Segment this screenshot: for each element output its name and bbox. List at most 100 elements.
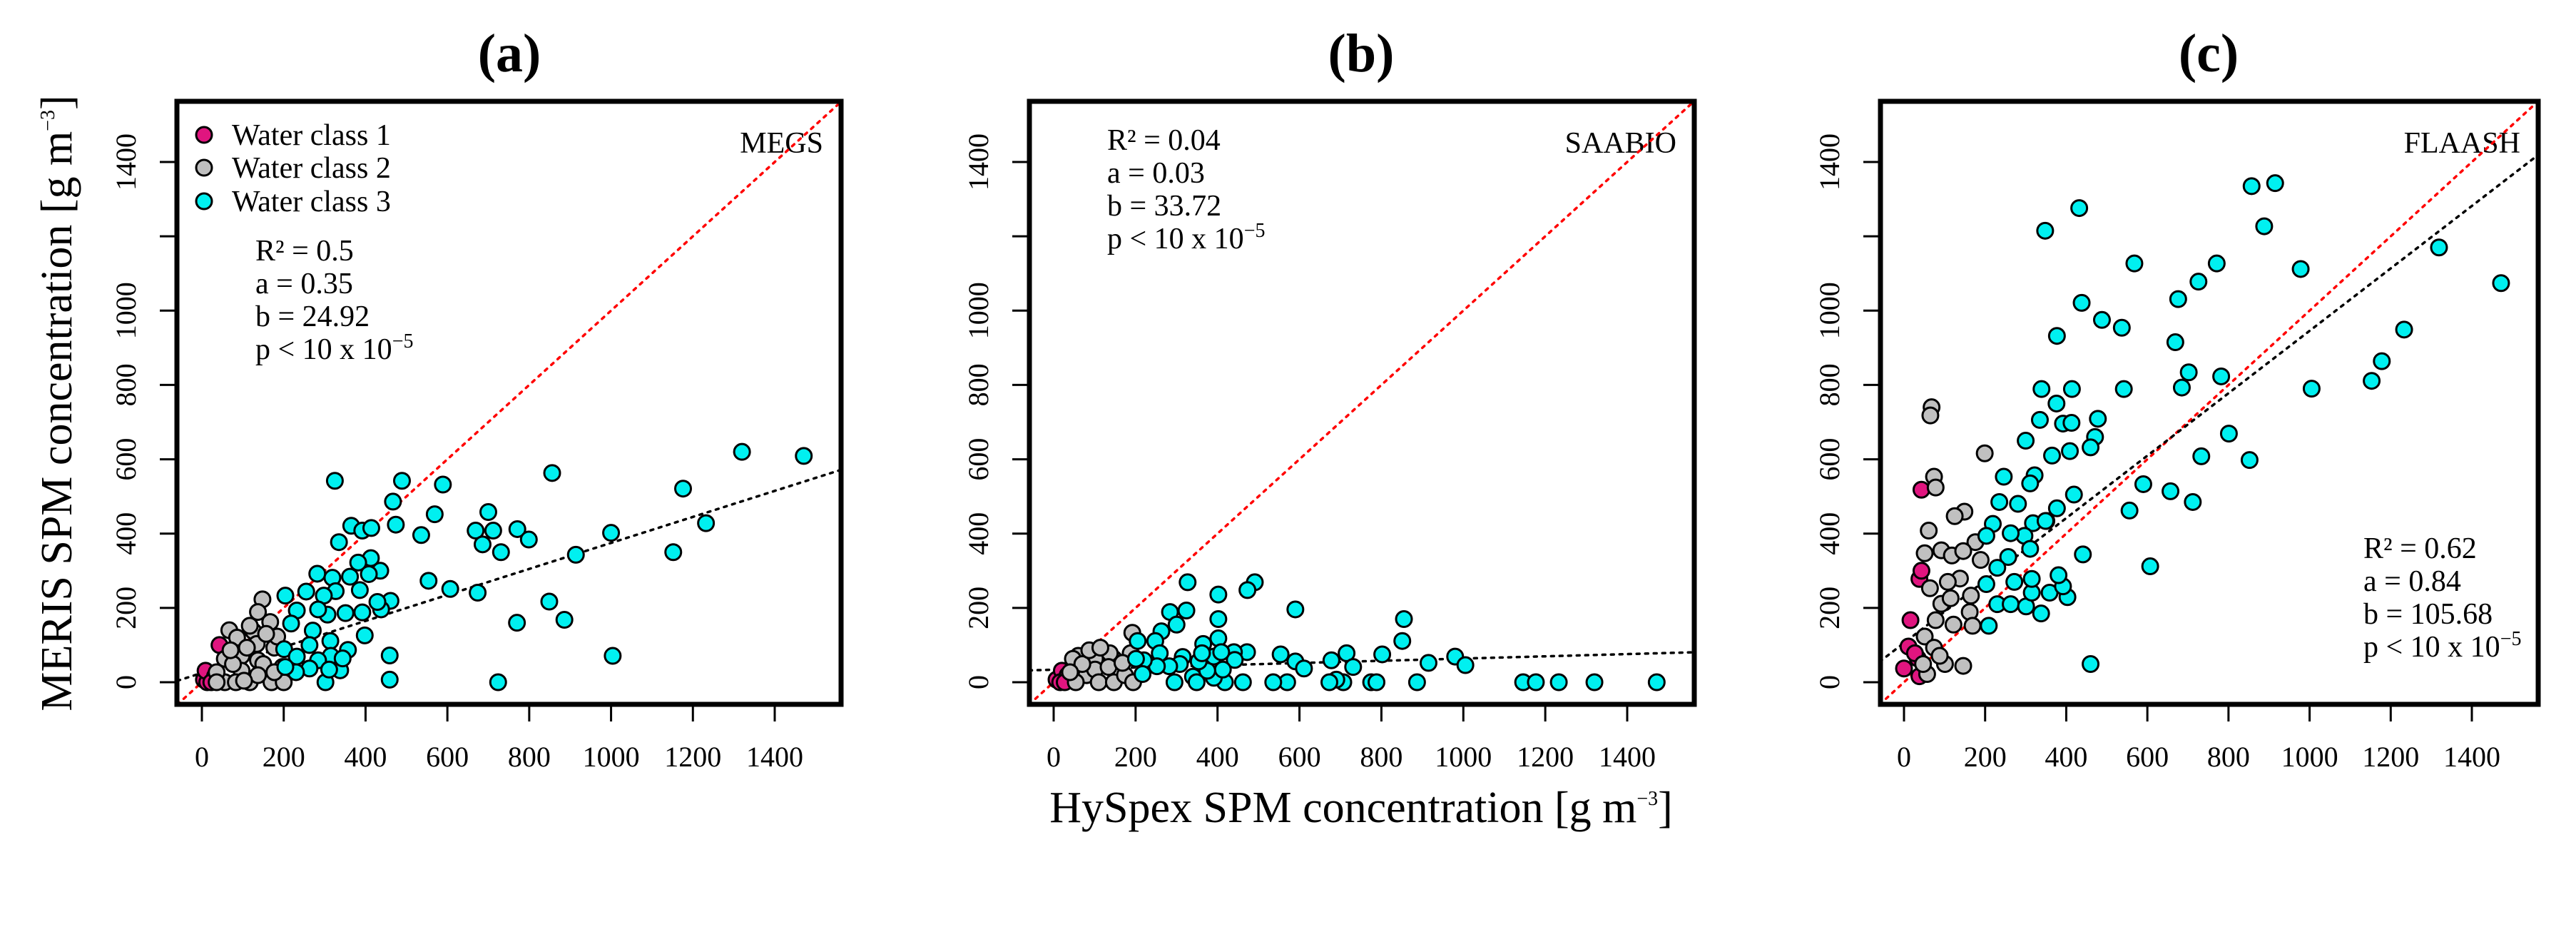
data-point: [333, 649, 352, 668]
data-point: [2032, 604, 2050, 623]
data-point: [2062, 414, 2081, 432]
x-tick-label: 400: [344, 741, 387, 773]
x-tick-label: 0: [1047, 741, 1061, 773]
data-point: [1963, 617, 1982, 635]
data-point: [2242, 177, 2261, 196]
data-point: [2302, 380, 2321, 398]
data-point: [1971, 551, 1990, 569]
data-point: [2162, 482, 2180, 500]
data-point: [321, 632, 340, 650]
data-point: [434, 475, 452, 494]
data-point: [341, 567, 360, 586]
panel-b-title: (b): [1328, 24, 1395, 83]
data-point: [1920, 579, 1939, 597]
y-tick-label: 0: [110, 675, 142, 689]
legend-label-class-1: Water class 1: [232, 119, 391, 152]
panel-b-method-label: SAABIO: [1565, 127, 1676, 160]
series-class-3: [1126, 573, 1666, 692]
y-tick-label: 800: [962, 363, 994, 406]
data-point: [249, 603, 268, 622]
y-tick-label: 400: [1813, 512, 1846, 555]
legend: Water class 1 Water class 2 Water class …: [195, 119, 391, 218]
data-point: [336, 604, 355, 622]
y-axis-label-sup: −3: [37, 110, 59, 131]
data-point: [2212, 367, 2231, 385]
x-tick-label: 1400: [2443, 741, 2500, 773]
panel-a: 0 200 400 600 800 1000 1200 1400 0 200 400 600 800 10…: [110, 98, 844, 773]
data-point: [1320, 673, 1338, 692]
data-point: [2022, 569, 2041, 588]
data-point: [508, 614, 526, 632]
data-point: [2021, 540, 2040, 558]
data-point: [1920, 522, 1938, 540]
y-axis-label-end: ]: [33, 95, 81, 110]
data-point: [479, 503, 497, 522]
data-point: [543, 464, 561, 482]
data-point: [2492, 274, 2510, 293]
panel-a-title: (a): [478, 24, 541, 83]
data-point: [519, 530, 538, 549]
data-point: [2072, 293, 2091, 312]
x-tick-label: 1200: [664, 741, 721, 773]
stat-b: b = 105.68: [2363, 598, 2493, 631]
data-point: [2363, 372, 2381, 390]
data-point: [1073, 654, 1091, 673]
data-point: [2030, 410, 2049, 429]
data-point: [2082, 438, 2100, 457]
data-point: [2047, 499, 2066, 517]
x-tick-label: 800: [1360, 741, 1402, 773]
data-point: [380, 647, 399, 665]
data-point: [1233, 673, 1252, 692]
x-tick-label: 800: [2207, 741, 2250, 773]
data-point: [733, 442, 751, 461]
data-point: [1895, 659, 1913, 678]
data-point: [412, 526, 430, 544]
y-tick-label: 400: [110, 512, 142, 555]
data-point: [2169, 290, 2187, 308]
x-tick-label: 1400: [746, 741, 803, 773]
panel-c-method-label: FLAASH: [2404, 127, 2520, 160]
stat-p-exp: −5: [2500, 628, 2522, 650]
data-point: [1177, 602, 1196, 620]
data-point: [1286, 600, 1305, 619]
data-point: [2074, 545, 2092, 564]
series-class-2: [1061, 624, 1142, 692]
stat-p-text: p < 10 x 10: [255, 333, 392, 366]
legend-marker-class-2: [195, 158, 213, 177]
data-point: [2430, 238, 2448, 257]
stat-p-text: p < 10 x 10: [2363, 631, 2500, 664]
y-tick-label: 600: [110, 438, 142, 481]
data-point: [2070, 199, 2089, 218]
data-point: [1393, 632, 1412, 650]
data-point: [1914, 654, 1933, 673]
legend-marker-class-3: [195, 192, 213, 211]
y-tick-label: 1400: [1813, 133, 1846, 191]
panel-c-title: (c): [2179, 24, 2239, 83]
data-point: [1212, 643, 1231, 662]
x-axis-label-sup: −3: [1636, 788, 1658, 810]
plot-frame: [1027, 98, 1697, 707]
data-point: [425, 505, 444, 524]
data-point: [368, 593, 387, 612]
data-point: [2002, 595, 2020, 614]
data-point: [2043, 446, 2062, 465]
data-point: [1126, 649, 1145, 668]
data-point: [2255, 217, 2274, 235]
data-point: [350, 581, 369, 599]
x-tick-label: 1000: [2281, 741, 2338, 773]
y-tick-label: 1000: [962, 282, 994, 339]
data-point: [1945, 507, 1964, 525]
data-point: [2047, 327, 2066, 345]
plot-frame: [174, 98, 844, 707]
data-point: [235, 672, 253, 690]
x-tick-label: 400: [2045, 741, 2087, 773]
data-point: [1901, 611, 1920, 629]
data-point: [795, 447, 813, 465]
y-axis-label: MERIS SPM concentration [g m−3]: [33, 95, 81, 711]
data-point: [1527, 673, 1545, 692]
stat-p-exp: −5: [392, 330, 414, 353]
panel-clip: [1880, 101, 2538, 704]
stat-b: b = 24.92: [255, 300, 370, 333]
stat-a: a = 0.84: [2363, 565, 2461, 598]
data-point: [1912, 480, 1930, 499]
